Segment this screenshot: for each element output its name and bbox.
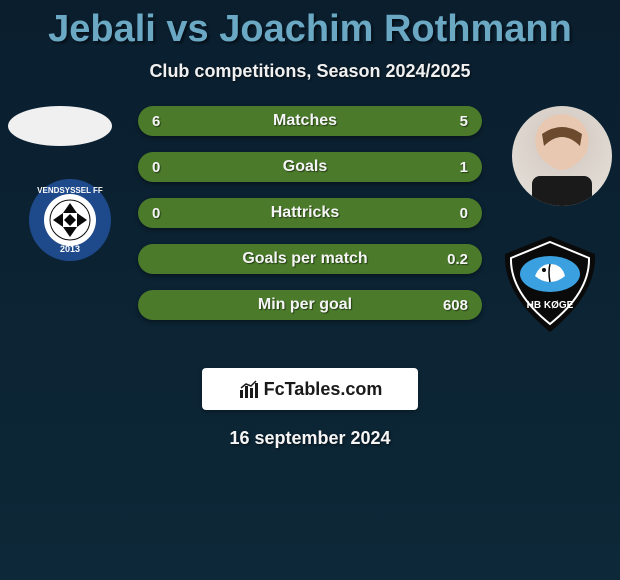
stat-label: Hattricks	[178, 204, 432, 222]
stat-row-hattricks: 0 Hattricks 0	[138, 198, 482, 228]
svg-text:HB KØGE: HB KØGE	[527, 300, 574, 311]
stat-right-value: 608	[432, 297, 482, 314]
stat-right-value: 1	[432, 159, 482, 176]
comparison-area: VENDSYSSEL FF 2013 HB KØGE	[0, 106, 620, 356]
page-title: Jebali vs Joachim Rothmann	[0, 0, 620, 51]
stat-row-matches: 6 Matches 5	[138, 106, 482, 136]
stat-left-value: 0	[138, 205, 178, 222]
stat-right-value: 0.2	[432, 251, 482, 268]
stat-label: Min per goal	[178, 296, 432, 314]
club-left-badge: VENDSYSSEL FF 2013	[28, 178, 112, 262]
stat-left-value: 0	[138, 159, 178, 176]
club-right-badge: HB KØGE	[500, 234, 600, 334]
stat-label: Goals per match	[178, 250, 432, 268]
chart-icon	[238, 378, 260, 400]
stat-left-value: 6	[138, 113, 178, 130]
brand-text: FcTables.com	[264, 379, 383, 400]
brand-box[interactable]: FcTables.com	[202, 368, 418, 410]
player-left-avatar	[8, 106, 112, 146]
subtitle: Club competitions, Season 2024/2025	[0, 61, 620, 82]
stat-right-value: 0	[432, 205, 482, 222]
stat-label: Goals	[178, 158, 432, 176]
stat-row-goals: 0 Goals 1	[138, 152, 482, 182]
svg-text:VENDSYSSEL FF: VENDSYSSEL FF	[37, 186, 103, 195]
stat-label: Matches	[178, 112, 432, 130]
stat-right-value: 5	[432, 113, 482, 130]
date-text: 16 september 2024	[0, 428, 620, 449]
stat-rows: 6 Matches 5 0 Goals 1 0 Hattricks 0 Goal…	[138, 106, 482, 336]
svg-text:2013: 2013	[60, 244, 80, 254]
stat-row-goals-per-match: Goals per match 0.2	[138, 244, 482, 274]
stat-row-min-per-goal: Min per goal 608	[138, 290, 482, 320]
player-right-avatar	[512, 106, 612, 206]
